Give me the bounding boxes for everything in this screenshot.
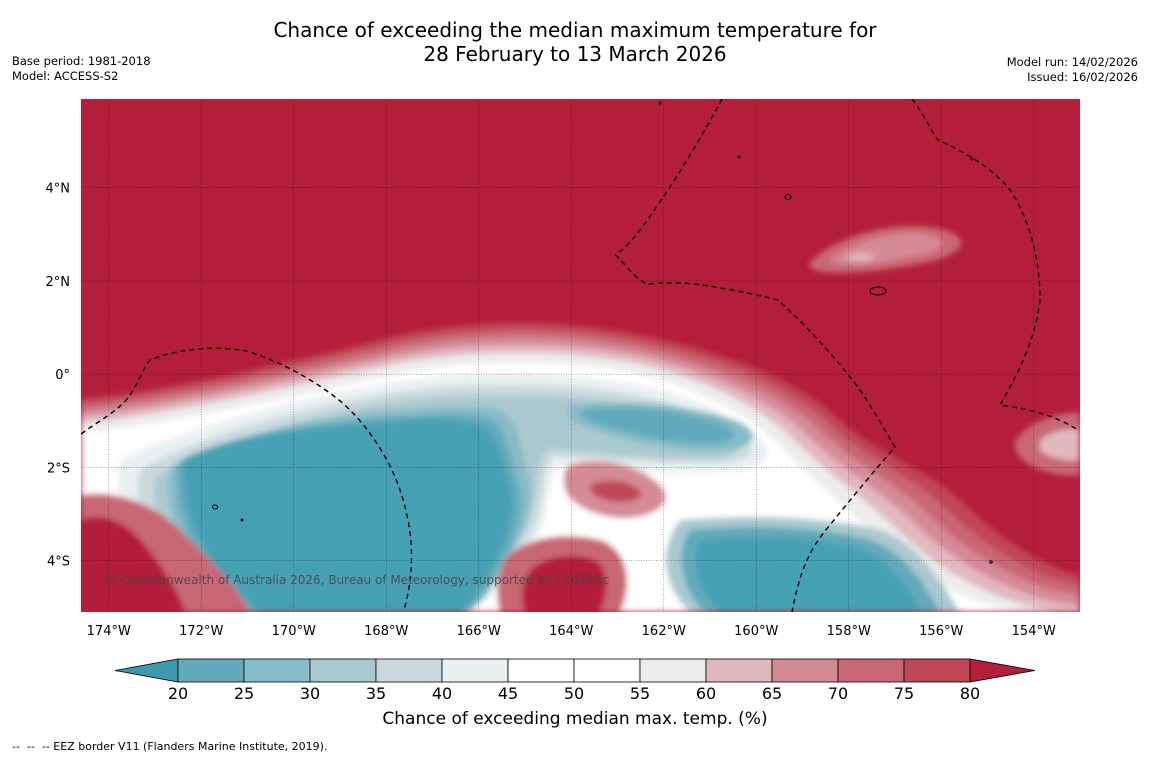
latitude-labels: 4°N 2°N 0° 2°S 4°S — [46, 182, 71, 570]
map-title: Chance of exceeding the median maximum t… — [0, 18, 1150, 66]
lon-label-6: 162°W — [642, 624, 686, 639]
colorbar — [114, 658, 1036, 683]
island-8 — [240, 518, 244, 522]
colorbar-tick-45: 45 — [498, 684, 518, 703]
colorbar-bin-35-40 — [375, 658, 443, 683]
colorbar-bin-30-35 — [309, 658, 377, 683]
colorbar-tick-70: 70 — [828, 684, 848, 703]
model-info: Base period: 1981-2018 Model: ACCESS-S2 — [12, 54, 151, 84]
island-6 — [970, 157, 974, 161]
title-line-2: 28 February to 13 March 2026 — [423, 42, 727, 66]
longitude-labels: 174°W 172°W 170°W 168°W 166°W 164°W 162°W 160°W… — [87, 624, 1056, 639]
island-2 — [869, 286, 887, 296]
islands — [212, 101, 993, 564]
eez-legend-note: -- -- -- EEZ border V11 (Flanders Marine… — [12, 740, 328, 753]
island-3 — [212, 504, 218, 510]
lat-label-3: 2°S — [47, 461, 70, 476]
colorbar-tick-55: 55 — [630, 684, 650, 703]
run-info: Model run: 14/02/2026 Issued: 16/02/2026 — [1007, 55, 1138, 85]
colorbar-bin-40-45 — [441, 658, 509, 683]
colorbar-tick-35: 35 — [366, 684, 386, 703]
colorbar-bin-55-60 — [639, 658, 707, 683]
model-run: Model run: 14/02/2026 — [1006, 55, 1138, 69]
colorbar-tick-labels: 20 25 30 35 40 45 50 55 60 65 70 75 80 — [168, 684, 980, 703]
colorbar-bin-60-65 — [705, 658, 773, 683]
warm-lobe-south-core — [522, 555, 607, 612]
lon-label-1: 172°W — [179, 624, 223, 639]
lat-label-0: 4°N — [46, 182, 71, 197]
copyright-notice: © Commonwealth of Australia 2026, Bureau… — [104, 573, 609, 587]
lon-label-3: 168°W — [364, 624, 408, 639]
model-name: Model: ACCESS-S2 — [12, 69, 119, 83]
lon-label-4: 166°W — [457, 624, 501, 639]
colorbar-bin-25-30 — [243, 658, 311, 683]
colorbar-bin-45-50 — [507, 658, 575, 683]
eez-border-west — [81, 347, 413, 611]
lat-label-4: 4°S — [47, 555, 70, 570]
colorbar-tick-40: 40 — [432, 684, 452, 703]
colorbar-tick-80: 80 — [960, 684, 980, 703]
lon-label-8: 158°W — [827, 624, 871, 639]
colorbar-tick-60: 60 — [696, 684, 716, 703]
probability-field: © Commonwealth of Australia 2026, Bureau… — [81, 99, 1080, 612]
colorbar-bin-65-70 — [771, 658, 839, 683]
title-line-1: Chance of exceeding the median maximum t… — [273, 18, 877, 42]
island-5 — [658, 101, 662, 105]
colorbar-extend-high — [969, 658, 1036, 683]
warm-patch-northeast-core — [845, 253, 875, 262]
colorbar-tick-20: 20 — [168, 684, 188, 703]
colorbar-bin-20-25 — [177, 658, 245, 683]
lon-label-0: 174°W — [87, 624, 131, 639]
lat-label-2: 0° — [55, 368, 70, 383]
warm-lobe-southwest-core — [81, 517, 185, 612]
colorbar-tick-25: 25 — [234, 684, 254, 703]
eez-border-north — [615, 99, 896, 612]
colorbar-label: Chance of exceeding median max. temp. (%… — [382, 709, 768, 729]
lon-label-7: 160°W — [734, 624, 778, 639]
lon-label-10: 154°W — [1012, 624, 1056, 639]
colorbar-bin-70-75 — [837, 658, 905, 683]
graticule-lines — [81, 99, 1080, 612]
warm-patch-east-edge-core — [1040, 429, 1080, 461]
cool-basin-east-core — [695, 536, 922, 612]
issued-date: Issued: 16/02/2026 — [1027, 70, 1138, 84]
island-7 — [989, 560, 993, 564]
colorbar-tick-50: 50 — [564, 684, 584, 703]
lat-label-1: 2°N — [46, 275, 71, 290]
base-period: Base period: 1981-2018 — [12, 54, 151, 68]
warm-cell-center-core — [590, 480, 642, 502]
lon-label-2: 170°W — [272, 624, 316, 639]
lon-label-5: 164°W — [549, 624, 593, 639]
eez-borders — [81, 99, 1079, 612]
colorbar-bin-50-55 — [573, 658, 641, 683]
colorbar-tick-30: 30 — [300, 684, 320, 703]
lon-label-9: 156°W — [919, 624, 963, 639]
island-4 — [737, 155, 741, 159]
colorbar-extend-low — [114, 658, 179, 683]
colorbar-bin-75-80 — [903, 658, 971, 683]
eez-border-east — [911, 99, 1079, 431]
island-1 — [784, 194, 792, 200]
colorbar-tick-65: 65 — [762, 684, 782, 703]
cool-cell-east-core — [580, 407, 735, 445]
colorbar-tick-75: 75 — [894, 684, 914, 703]
